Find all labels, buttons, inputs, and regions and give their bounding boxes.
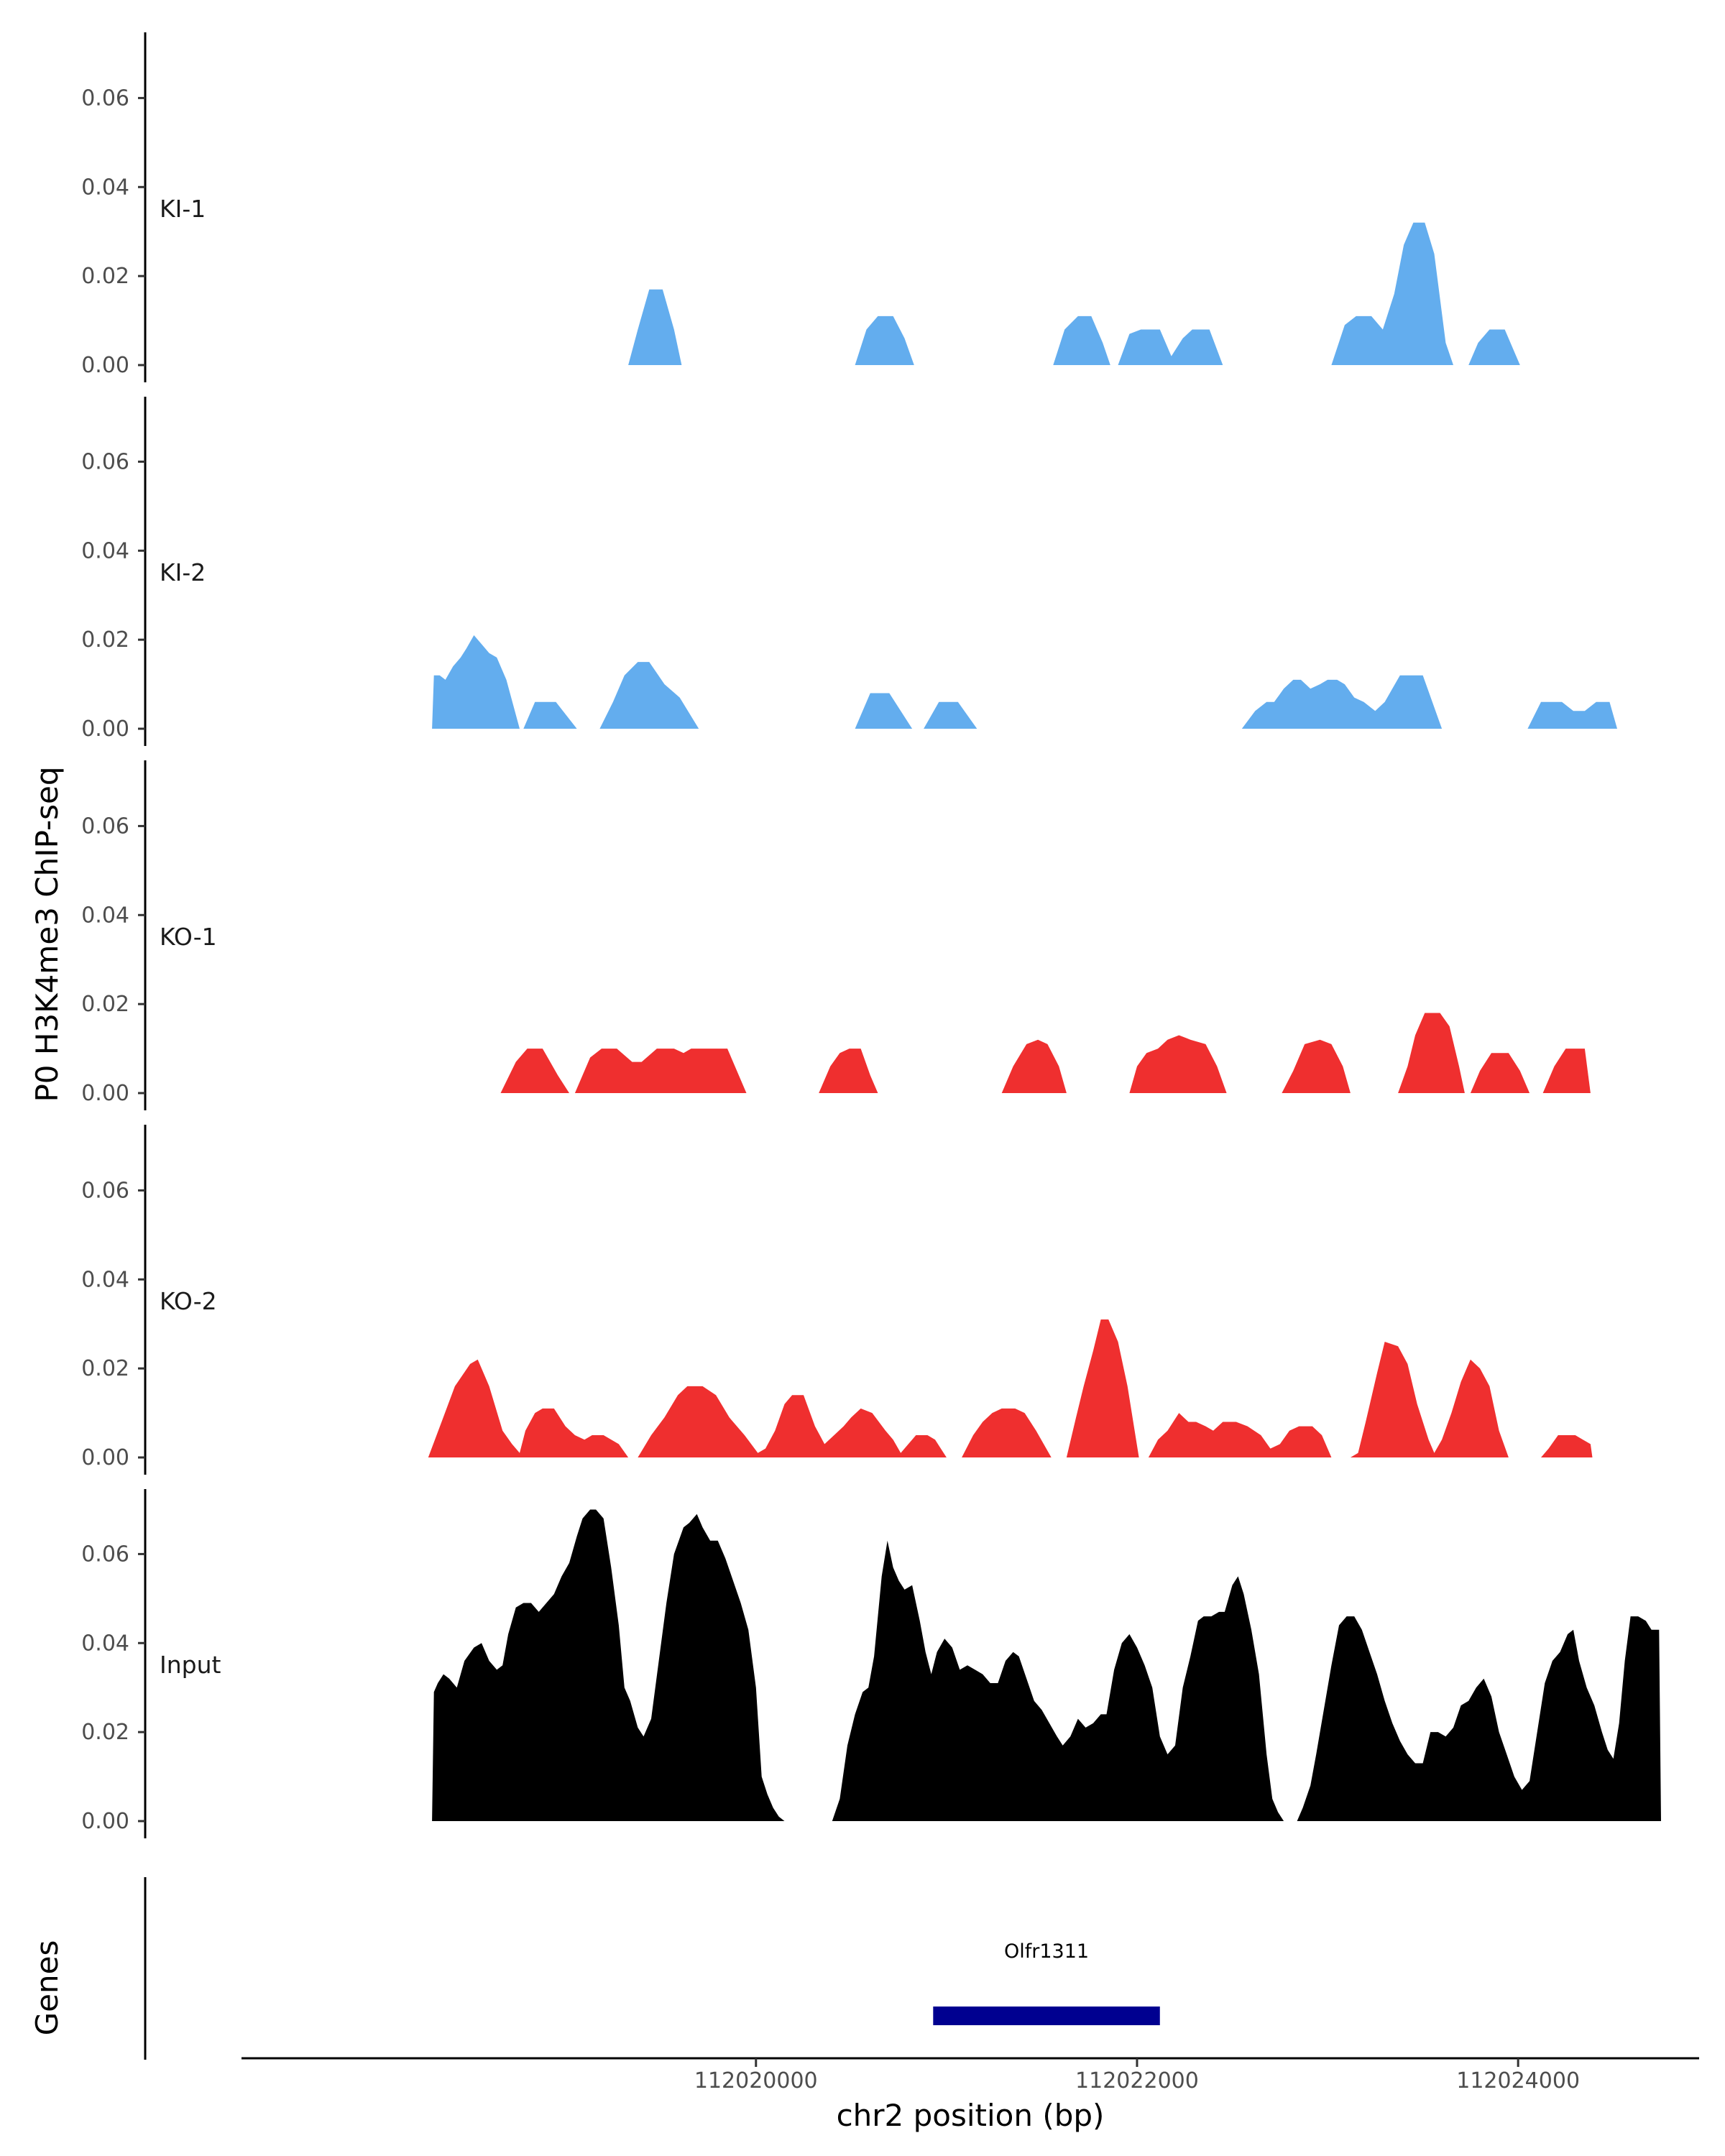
y-tick-label: 0.06	[81, 1178, 129, 1203]
signal-area	[832, 1540, 1284, 1821]
x-tick-label: 112020000	[694, 2068, 818, 2093]
signal-area	[500, 1049, 569, 1093]
signal-area	[1398, 1013, 1465, 1093]
signal-area	[962, 1408, 1052, 1457]
signal-area	[924, 701, 978, 729]
signal-area	[1282, 1039, 1351, 1093]
track-label: KO-1	[160, 923, 217, 951]
signal-area	[574, 1049, 747, 1093]
y-tick-label: 0.04	[81, 1267, 129, 1292]
x-tick-label: 112022000	[1075, 2068, 1199, 2093]
y-tick-label: 0.02	[81, 1356, 129, 1381]
track-ki-1: 0.00 0.02 0.04 0.06 KI-1	[81, 32, 1520, 382]
signal-area	[599, 662, 699, 729]
track-input: 0.00 0.02 0.04 0.06 Input	[81, 1489, 1661, 1838]
x-axis-title: chr2 position (bp)	[837, 2098, 1105, 2133]
track-ki-2: 0.00 0.02 0.04 0.06 KI-2	[81, 397, 1617, 746]
signal-area	[432, 635, 520, 729]
signal-area	[855, 693, 913, 729]
signal-area	[1331, 222, 1453, 365]
y-tick-label: 0.02	[81, 1720, 129, 1745]
y-axis-title: P0 H3K4me3 ChIP-seq	[29, 766, 65, 1102]
signal-area	[432, 1509, 785, 1821]
y-tick-label: 0.02	[81, 992, 129, 1017]
y-tick-label: 0.00	[81, 717, 129, 742]
signal-area	[1470, 1053, 1530, 1093]
tracks-layer: 0.00 0.02 0.04 0.06 KI-1 0.00 0.02 0.04 0.06 KI-2…	[81, 32, 1661, 1838]
signal-area	[1541, 1435, 1593, 1457]
signal-area	[1468, 329, 1520, 365]
signal-area	[638, 1386, 947, 1457]
x-axis: 112020000 112022000 112024000	[242, 2057, 1699, 2093]
track-label: Input	[160, 1651, 221, 1679]
signal-area	[1297, 1616, 1661, 1821]
y-tick-label: 0.04	[81, 538, 129, 563]
signal-area	[428, 1359, 629, 1457]
track-ko-2: 0.00 0.02 0.04 0.06 KO-2	[81, 1125, 1593, 1475]
y-tick-label: 0.00	[81, 353, 129, 378]
signal-area	[1129, 1035, 1227, 1093]
y-tick-label: 0.06	[81, 449, 129, 474]
y-tick-label: 0.06	[81, 814, 129, 839]
signal-area	[1527, 701, 1617, 729]
gene-label: Olfr1311	[1004, 1940, 1089, 1963]
y-tick-label: 0.04	[81, 175, 129, 200]
track-label: KI-2	[160, 558, 206, 586]
track-label: KO-2	[160, 1287, 217, 1315]
y-tick-label: 0.02	[81, 264, 129, 289]
genes-panel: Olfr1311	[144, 1877, 1160, 2060]
signal-area	[819, 1049, 878, 1093]
y-tick-label: 0.02	[81, 627, 129, 653]
signal-area	[1350, 1342, 1509, 1457]
signal-area	[1053, 315, 1110, 365]
signal-area	[628, 289, 682, 365]
track-label: KI-1	[160, 195, 206, 223]
signal-area	[1148, 1413, 1332, 1457]
signal-area	[523, 701, 577, 729]
y-tick-label: 0.00	[81, 1081, 129, 1106]
y-tick-label: 0.06	[81, 86, 129, 111]
signal-area	[1542, 1049, 1591, 1093]
y-tick-label: 0.06	[81, 1542, 129, 1567]
signal-area	[1066, 1319, 1139, 1457]
gene-body	[933, 2007, 1160, 2025]
signal-area	[1241, 675, 1443, 729]
gene-olfr1311: Olfr1311	[933, 1940, 1160, 2025]
signal-area	[1001, 1039, 1067, 1093]
genes-axis-title: Genes	[29, 1940, 65, 2036]
signal-area	[1118, 329, 1223, 365]
y-tick-label: 0.04	[81, 903, 129, 928]
signal-area	[855, 315, 914, 365]
y-tick-label: 0.00	[81, 1809, 129, 1834]
x-tick-label: 112024000	[1456, 2068, 1580, 2093]
y-tick-label: 0.00	[81, 1445, 129, 1470]
y-tick-label: 0.04	[81, 1631, 129, 1656]
track-ko-1: 0.00 0.02 0.04 0.06 KO-1	[81, 760, 1591, 1110]
